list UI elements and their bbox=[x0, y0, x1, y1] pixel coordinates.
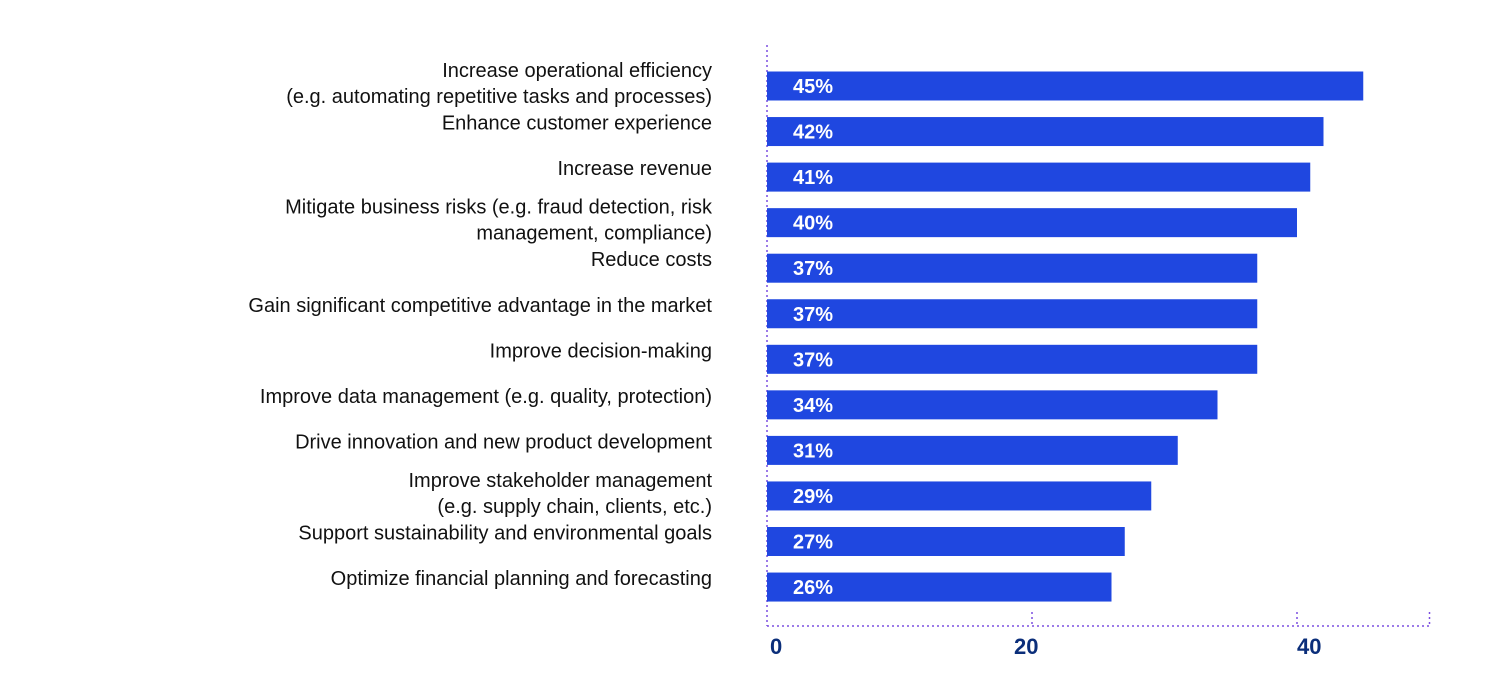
bar bbox=[767, 208, 1297, 238]
bar bbox=[767, 117, 1324, 147]
bar bbox=[767, 299, 1258, 329]
data-label: 37% bbox=[793, 258, 833, 280]
category-label: Improve decision-making bbox=[490, 340, 712, 362]
data-label: 37% bbox=[793, 304, 833, 326]
category-label: Enhance customer experience bbox=[442, 113, 712, 135]
bar bbox=[767, 390, 1218, 420]
category-label: Increase revenue bbox=[557, 158, 712, 180]
bar bbox=[767, 162, 1311, 192]
category-label: Reduce costs bbox=[591, 249, 712, 271]
x-tick-label: 0 bbox=[770, 634, 782, 659]
data-label: 29% bbox=[793, 486, 833, 508]
category-label: Support sustainability and environmental… bbox=[298, 523, 712, 545]
category-label: Gain significant competitive advantage i… bbox=[248, 295, 712, 317]
data-label: 40% bbox=[793, 213, 833, 235]
bar bbox=[767, 71, 1364, 101]
category-label: Drive innovation and new product develop… bbox=[295, 431, 712, 453]
bar bbox=[767, 481, 1152, 511]
x-tick-label: 40 bbox=[1297, 634, 1321, 659]
bar bbox=[767, 435, 1178, 465]
category-label: Improve data management (e.g. quality, p… bbox=[260, 386, 712, 408]
bar bbox=[767, 253, 1258, 283]
data-label: 31% bbox=[793, 440, 833, 462]
category-label: Improve stakeholder management (e.g. supp… bbox=[409, 470, 713, 518]
category-label: Mitigate business risks (e.g. fraud dete… bbox=[285, 197, 713, 245]
bar bbox=[767, 572, 1112, 602]
data-label: 42% bbox=[793, 122, 833, 144]
data-label: 26% bbox=[793, 577, 833, 599]
data-label: 41% bbox=[793, 167, 833, 189]
data-label: 37% bbox=[793, 349, 833, 371]
data-label: 34% bbox=[793, 395, 833, 417]
data-label: 27% bbox=[793, 532, 833, 554]
bar bbox=[767, 344, 1258, 374]
bar bbox=[767, 527, 1125, 556]
x-tick-label: 20 bbox=[1014, 634, 1038, 659]
data-label: 45% bbox=[793, 76, 833, 98]
category-label: Increase operational efficiency (e.g. aut… bbox=[286, 60, 712, 108]
category-label: Optimize financial planning and forecast… bbox=[331, 568, 712, 590]
